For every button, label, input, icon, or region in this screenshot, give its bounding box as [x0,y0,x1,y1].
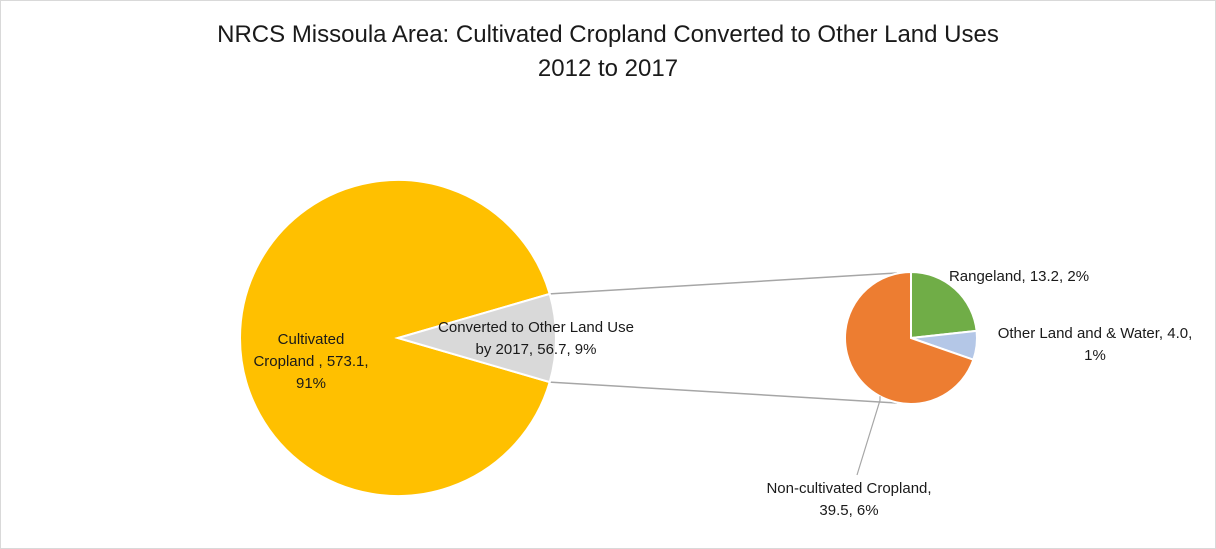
leader-line-non-cultivated-cropland [856,396,881,476]
data-label-non-cultivated-cropland: Non-cultivated Cropland, 39.5, 6% [766,480,931,519]
data-label-non-cultivated-cropland-line: 39.5, 6% [819,502,878,519]
data-label-rangeland-line: Rangeland, 13.2, 2% [949,268,1089,285]
data-label-converted-to-other-land-use-by-2017-line: Converted to Other Land Use [438,319,634,336]
slice-rangeland [910,270,978,340]
data-label-converted-to-other-land-use-by-2017-line: by 2017, 56.7, 9% [476,341,597,358]
data-label-other-land-and-water-line: Other Land and & Water, 4.0, [998,325,1193,342]
data-label-cultivated-cropland-line: Cropland , 573.1, [253,353,368,370]
chart-title: NRCS Missoula Area: Cultivated Cropland … [0,18,1216,86]
chart-title-line-2: 2012 to 2017 [537,55,679,82]
connector-line-top [549,272,898,295]
data-label-rangeland: Rangeland, 13.2, 2% [949,268,1089,285]
data-label-converted-to-other-land-use-by-2017: Converted to Other Land Use by 2017, 56.7… [438,319,634,358]
chart-title-line-1: NRCS Missoula Area: Cultivated Cropland … [217,21,999,48]
data-label-cultivated-cropland: Cultivated Cropland , 573.1, 91% [253,331,368,392]
data-label-other-land-and-water: Other Land and & Water, 4.0, 1% [998,325,1193,364]
slice-converted-to-other-land-use-by-2017 [394,292,557,384]
data-label-cultivated-cropland-line: 91% [296,375,326,392]
connector-line-bottom [549,381,898,404]
data-label-other-land-and-water-line: 1% [1084,347,1106,364]
data-label-cultivated-cropland-line: Cultivated [278,331,345,348]
data-label-non-cultivated-cropland-line: Non-cultivated Cropland, [766,480,931,497]
slice-non-cultivated-cropland [844,270,975,405]
